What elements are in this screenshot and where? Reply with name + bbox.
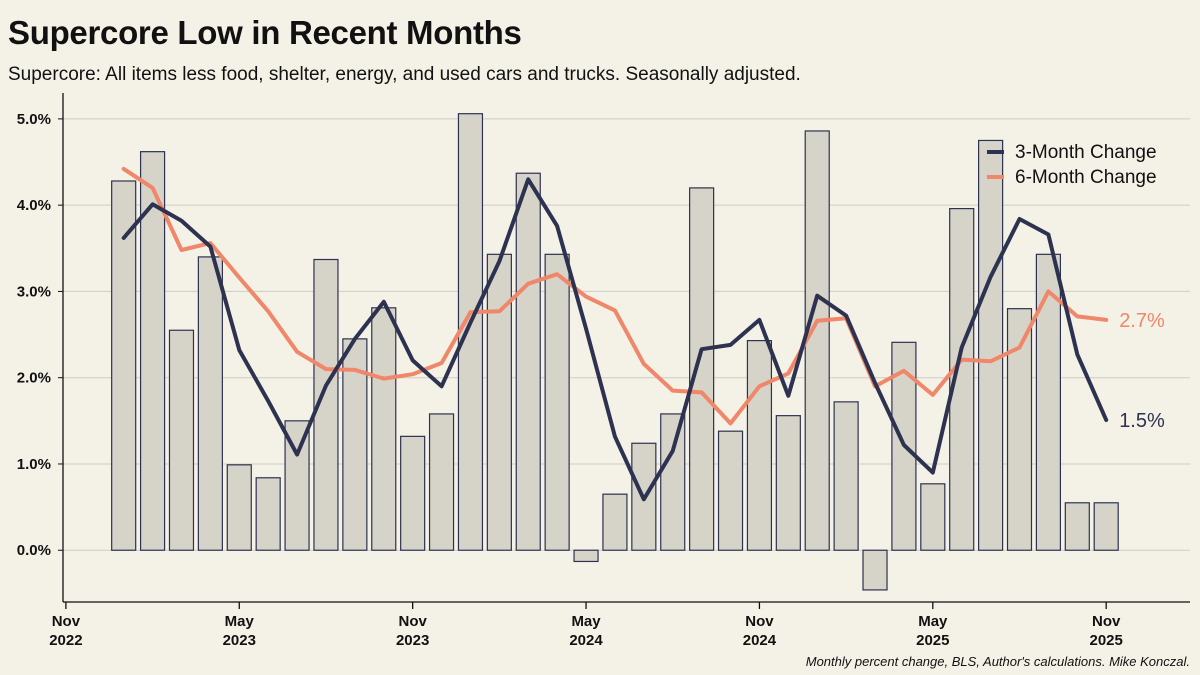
bar-mar-2023 [197,256,223,551]
end-label-3-month-change: 1.5% [1119,410,1165,432]
bar-jul-2024 [660,413,686,551]
x-tick-label-month: May [918,613,948,630]
legend-label-6-month-change: 6-Month Change [1015,167,1157,188]
bar-dec-2023 [457,113,484,551]
chart-subtitle: Supercore: All items less food, shelter,… [8,64,801,85]
bar-dec-2024 [804,130,830,551]
end-labels: 1.5% 2.7% [1119,310,1165,432]
x-tick-label-year: 2023 [396,632,429,649]
bar-oct-2025 [1093,502,1119,551]
bar-apr-2023 [226,464,252,551]
chart-title: Supercore Low in Recent Months [8,14,522,51]
y-axis-ticks: 0.0% 1.0% 2.0% 3.0% 4.0% 5.0% [17,111,63,559]
bar-sep-2023 [371,307,397,551]
bar-aug-2024 [689,187,715,551]
end-label-6-month-change: 2.7% [1119,310,1165,332]
bar-sep-2025 [1064,502,1090,551]
bar-may-2025 [949,208,975,551]
bar-jan-2023 [139,151,166,551]
y-tick-label: 3.0% [17,283,51,300]
bar-may-2023 [255,477,281,551]
y-tick-label: 5.0% [17,111,51,128]
bar-feb-2024 [515,172,541,551]
bar-dec-2022 [111,180,137,551]
series-lines [121,166,1109,502]
bar-jan-2024 [486,253,512,551]
x-tick-label-year: 2023 [223,632,256,649]
bar-jan-2025 [833,401,859,551]
x-tick-label-year: 2022 [49,632,82,649]
bar-oct-2024 [746,339,773,551]
x-tick-label-month: Nov [52,613,81,630]
source-caption: Monthly percent change, BLS, Author's ca… [805,654,1190,669]
bar-feb-2025 [862,549,888,591]
line-3-month-change [121,177,1109,502]
bar-nov-2024 [775,415,801,551]
bar-jun-2025 [978,139,1004,551]
x-tick-label-year: 2024 [569,632,603,649]
y-tick-label: 2.0% [17,370,51,387]
x-axis-ticks: Nov 2022 May 2023 Nov 2023 May 2024 Nov 2024 May 20… [49,602,1123,649]
y-tick-label: 1.0% [17,456,51,473]
legend: 3-Month Change 6-Month Change [987,142,1157,188]
x-tick-label-year: 2024 [743,632,777,649]
x-tick-label-year: 2025 [1090,632,1123,649]
bar-feb-2023 [168,329,195,551]
x-tick-label-month: Nov [745,613,774,630]
x-tick-label-month: May [225,613,255,630]
bar-may-2024 [602,493,628,551]
bar-apr-2025 [920,483,946,551]
y-tick-label: 0.0% [17,542,51,559]
axes [62,93,1190,603]
x-tick-label-month: Nov [398,613,427,630]
y-tick-label: 4.0% [17,197,51,214]
x-tick-label-month: Nov [1092,613,1121,630]
bar-oct-2023 [400,435,426,551]
x-tick-label-month: May [571,613,601,630]
bar-apr-2024 [573,549,599,563]
bar-sep-2024 [717,430,744,551]
x-tick-label-year: 2025 [916,632,949,649]
legend-label-3-month-change: 3-Month Change [1015,142,1157,163]
bar-nov-2023 [428,413,455,551]
line-6-month-change [121,166,1109,426]
bar-mar-2024 [544,253,570,551]
monthly-bars [111,113,1119,591]
